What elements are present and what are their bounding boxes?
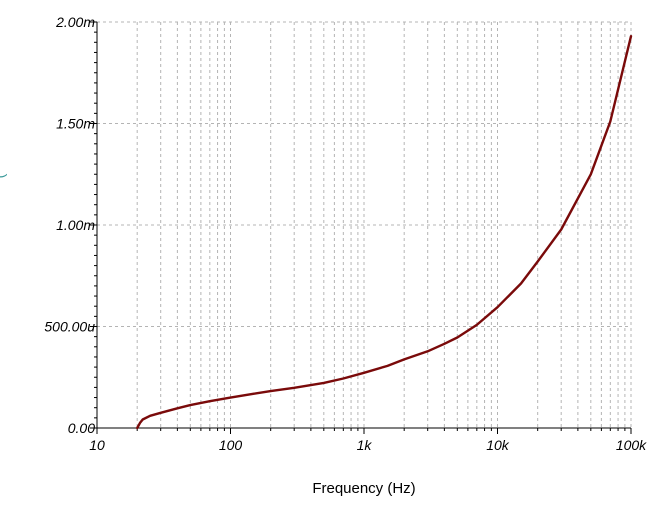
x-tick-label: 1k (357, 437, 373, 453)
series-group (135, 35, 633, 430)
series-line (135, 35, 633, 430)
y-tick-label: 0.00 (68, 420, 95, 436)
x-axis-title: Frequency (Hz) (312, 480, 415, 497)
y-axis-ticks: 0.00 500.00u 1.00m 1.50m 2.00m (44, 14, 97, 436)
y-tick-label: 2.00m (55, 14, 95, 30)
x-tick-label: 100 (219, 437, 243, 453)
x-tick-label: 10 (89, 437, 105, 453)
x-tick-label: 100k (616, 437, 647, 453)
y-tick-label: 500.00u (44, 319, 95, 335)
y-axis-title: ( (0, 173, 7, 178)
y-tick-label: 1.00m (56, 217, 95, 233)
x-tick-label: 10k (486, 437, 510, 453)
grid-lines (97, 21, 632, 428)
y-tick-label: 1.50m (56, 116, 95, 132)
x-axis-ticks: 10 100 1k 10k 100k (89, 428, 647, 453)
